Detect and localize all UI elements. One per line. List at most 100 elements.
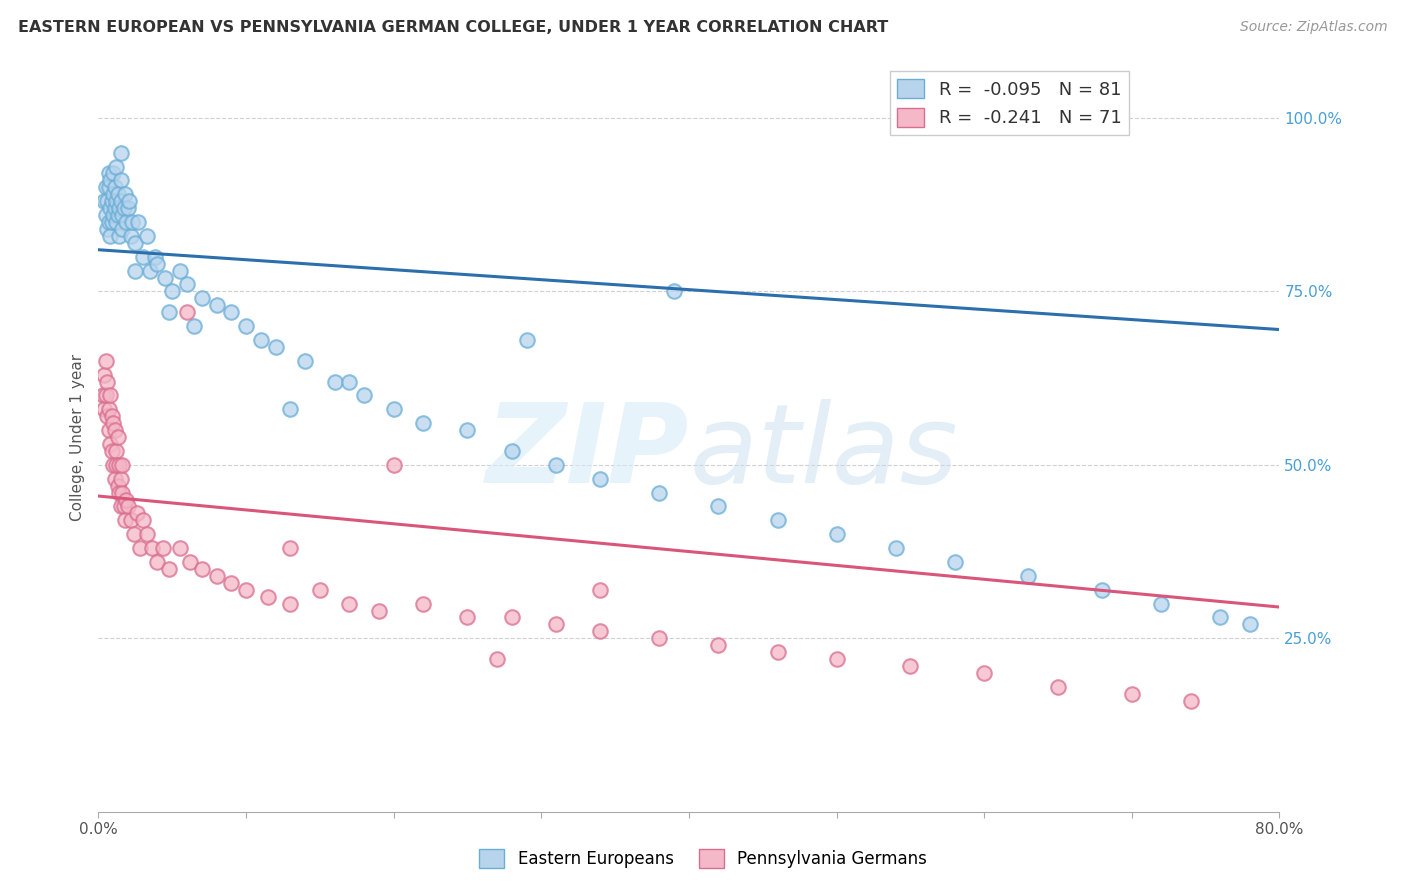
Point [516,333,538,347]
Point [382,458,405,472]
Point [368,603,391,617]
Point [121,215,143,229]
Point [825,652,848,666]
Point [884,541,907,555]
Point [120,513,142,527]
Point [1018,569,1040,583]
Point [112,201,135,215]
Point [124,235,146,250]
Point [264,340,287,354]
Point [111,458,134,472]
Point [94,180,117,194]
Point [114,513,136,527]
Point [98,437,121,451]
Point [250,333,273,347]
Point [103,166,125,180]
Point [176,305,198,319]
Point [105,160,128,174]
Point [143,250,166,264]
Point [973,665,995,680]
Point [221,575,243,590]
Point [117,500,139,514]
Point [221,305,243,319]
Point [104,472,127,486]
Point [1150,597,1173,611]
Point [110,500,132,514]
Point [1209,610,1232,624]
Point [707,638,730,652]
Point [176,277,198,292]
Point [152,541,174,555]
Point [825,527,848,541]
Point [115,492,138,507]
Point [191,291,214,305]
Point [117,201,139,215]
Point [100,194,122,209]
Point [339,597,361,611]
Point [382,402,405,417]
Point [205,569,228,583]
Point [97,423,120,437]
Point [115,215,138,229]
Point [98,388,121,402]
Point [157,305,180,319]
Point [127,215,149,229]
Point [153,270,176,285]
Point [97,166,120,180]
Point [139,263,162,277]
Point [108,228,131,243]
Point [114,187,136,202]
Point [105,194,128,209]
Point [96,194,118,209]
Point [93,368,115,382]
Point [96,222,118,236]
Point [103,416,125,430]
Point [1121,687,1143,701]
Point [501,610,523,624]
Point [339,375,361,389]
Point [412,416,434,430]
Point [191,562,214,576]
Point [943,555,966,569]
Point [280,597,302,611]
Point [132,513,155,527]
Point [162,285,183,299]
Point [1180,694,1202,708]
Text: ZIP: ZIP [485,399,689,506]
Point [91,388,114,402]
Point [179,555,201,569]
Point [766,513,789,527]
Point [104,423,127,437]
Point [98,228,121,243]
Point [108,201,131,215]
Point [118,194,141,209]
Point [98,173,121,187]
Point [111,485,134,500]
Point [124,263,146,277]
Point [110,472,132,486]
Point [107,208,129,222]
Point [103,187,125,202]
Point [128,541,150,555]
Point [110,145,132,160]
Point [309,582,332,597]
Point [97,402,120,417]
Point [146,257,169,271]
Point [589,472,612,486]
Point [93,402,115,417]
Point [94,353,117,368]
Point [104,201,127,215]
Legend: R =  -0.095   N = 81, R =  -0.241   N = 71: R = -0.095 N = 81, R = -0.241 N = 71 [890,71,1129,135]
Legend: Eastern Europeans, Pennsylvania Germans: Eastern Europeans, Pennsylvania Germans [472,843,934,875]
Point [169,541,191,555]
Point [105,215,128,229]
Point [1091,582,1114,597]
Point [589,624,612,639]
Point [107,478,129,492]
Point [257,590,280,604]
Point [707,500,730,514]
Point [235,319,257,334]
Point [457,610,479,624]
Point [93,194,115,209]
Point [96,409,118,424]
